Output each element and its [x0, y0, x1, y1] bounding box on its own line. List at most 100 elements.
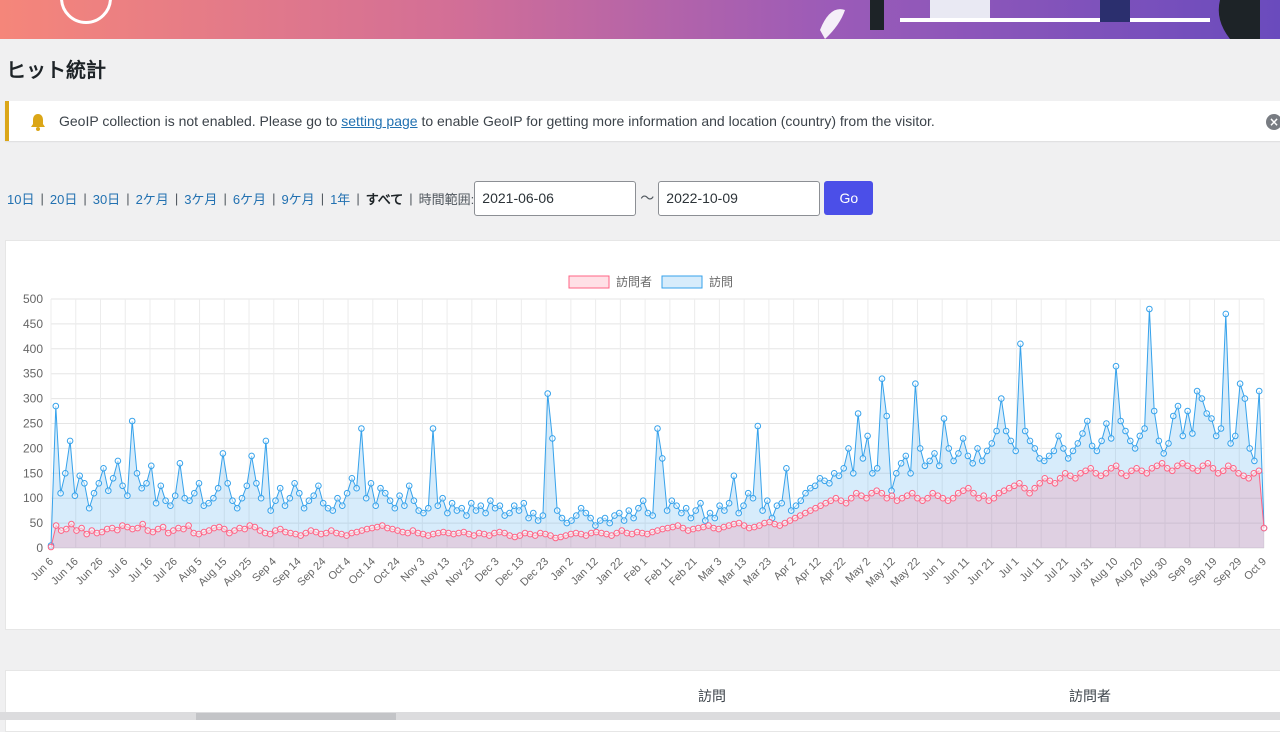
geoip-notice: GeoIP collection is not enabled. Please …	[5, 101, 1280, 141]
data-point	[811, 482, 819, 490]
data-point	[847, 494, 855, 502]
y-tick-label: 50	[30, 516, 44, 530]
data-point	[878, 375, 886, 382]
range-link-9m[interactable]: 9ケ月	[281, 191, 315, 207]
page-title: ヒット統計	[6, 58, 106, 82]
data-point	[577, 504, 585, 512]
data-point	[167, 502, 174, 510]
data-point	[639, 497, 647, 505]
data-point	[148, 462, 155, 470]
separator: |	[126, 190, 130, 206]
data-point	[985, 497, 993, 505]
data-point	[515, 507, 523, 514]
data-point	[735, 519, 743, 527]
data-point	[954, 489, 962, 497]
y-tick-label: 300	[23, 392, 43, 406]
data-point	[1240, 472, 1247, 480]
data-point	[983, 447, 991, 455]
range-link-2m[interactable]: 2ケ月	[135, 191, 169, 207]
data-point	[1236, 380, 1244, 387]
data-point	[486, 532, 493, 539]
data-point	[781, 519, 789, 527]
date-to-input[interactable]	[658, 180, 821, 216]
y-tick-label: 100	[23, 491, 43, 505]
data-point	[893, 470, 900, 477]
data-point	[405, 482, 413, 490]
data-point	[195, 480, 203, 487]
range-link-30d[interactable]: 30日	[92, 191, 121, 207]
data-point	[620, 517, 628, 524]
data-point	[705, 522, 712, 529]
scrollbar-thumb[interactable]	[196, 713, 396, 720]
separator: |	[356, 190, 360, 206]
data-point	[1184, 462, 1191, 470]
separator: |	[409, 190, 413, 206]
data-point	[281, 502, 289, 510]
data-point	[749, 494, 757, 502]
data-point	[267, 507, 275, 514]
data-point	[1174, 462, 1181, 470]
data-point	[1041, 475, 1049, 482]
data-point	[372, 502, 380, 510]
data-point	[176, 460, 184, 467]
data-point	[659, 455, 666, 462]
y-tick-label: 250	[23, 417, 43, 431]
data-point	[944, 497, 952, 505]
date-from-input[interactable]	[474, 180, 637, 216]
header-banner	[0, 0, 1280, 39]
data-point	[180, 525, 187, 533]
data-point	[429, 425, 437, 432]
data-point	[329, 507, 337, 514]
x-tick-label: Jul 11	[1018, 556, 1047, 585]
horizontal-scrollbar[interactable]	[0, 712, 1280, 720]
range-current-all[interactable]: すべて	[365, 191, 404, 207]
range-link-6m[interactable]: 6ケ月	[232, 191, 267, 207]
data-point	[1128, 467, 1135, 475]
data-point	[256, 527, 264, 534]
dismiss-notice-icon[interactable]: ×	[1266, 114, 1280, 130]
data-point	[152, 499, 160, 507]
data-point	[1050, 447, 1058, 455]
data-point	[1138, 467, 1145, 475]
legend-swatch	[568, 275, 610, 289]
data-point	[501, 529, 508, 537]
data-point	[835, 472, 843, 480]
data-point	[796, 512, 804, 519]
data-point	[78, 524, 85, 532]
y-tick-label: 350	[23, 367, 43, 381]
range-link-10d[interactable]: 10日	[7, 191, 35, 207]
data-point	[1250, 470, 1258, 477]
data-point	[592, 522, 599, 529]
range-link-3m[interactable]: 3ケ月	[184, 191, 218, 207]
data-point	[842, 499, 850, 507]
data-point	[162, 497, 169, 505]
data-point	[88, 527, 96, 534]
range-link-1y[interactable]: 1年	[330, 191, 351, 207]
data-point	[238, 494, 246, 502]
data-point	[139, 520, 146, 528]
data-point	[817, 502, 824, 510]
data-point	[797, 497, 805, 505]
data-point	[764, 497, 771, 505]
data-point	[396, 492, 403, 499]
data-point	[1021, 484, 1028, 492]
data-point	[277, 525, 284, 533]
data-point	[568, 517, 575, 524]
range-link-20d[interactable]: 20日	[49, 191, 78, 207]
data-point	[756, 522, 763, 529]
setting-page-link[interactable]: setting page	[341, 113, 418, 129]
data-point	[587, 514, 594, 522]
data-point	[276, 484, 284, 492]
data-point	[1016, 480, 1023, 487]
data-point	[998, 395, 1005, 402]
data-point	[300, 504, 308, 512]
data-point	[257, 494, 265, 502]
go-button[interactable]: Go	[824, 181, 874, 215]
data-point	[1098, 437, 1105, 445]
x-tick-label: Jul 16	[126, 556, 155, 585]
data-point	[949, 494, 957, 502]
data-point	[310, 492, 318, 499]
data-point	[993, 427, 1000, 435]
data-point	[663, 507, 671, 514]
data-point	[253, 480, 260, 487]
